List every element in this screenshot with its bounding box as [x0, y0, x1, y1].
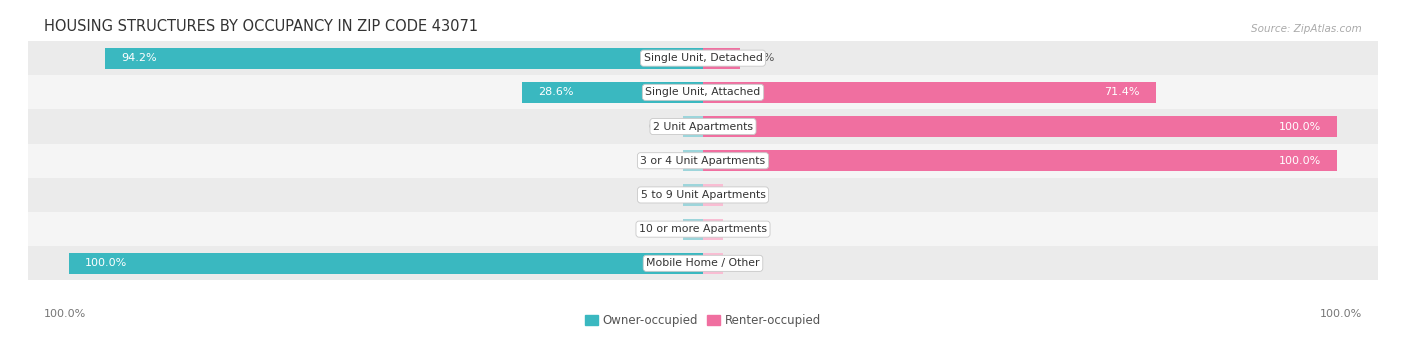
Bar — [703, 184, 723, 206]
Bar — [683, 184, 703, 206]
Bar — [28, 75, 1378, 109]
Bar — [28, 109, 1378, 144]
Text: Single Unit, Detached: Single Unit, Detached — [644, 53, 762, 63]
Text: 94.2%: 94.2% — [121, 53, 157, 63]
Text: 100.0%: 100.0% — [1279, 121, 1322, 132]
Bar — [703, 253, 723, 274]
Bar — [703, 116, 1337, 137]
Text: 0.0%: 0.0% — [648, 224, 676, 234]
Bar — [105, 48, 703, 69]
Bar — [683, 116, 703, 137]
Bar — [683, 219, 703, 240]
Bar — [683, 150, 703, 171]
Text: 3 or 4 Unit Apartments: 3 or 4 Unit Apartments — [641, 156, 765, 166]
Text: 0.0%: 0.0% — [648, 121, 676, 132]
Text: 10 or more Apartments: 10 or more Apartments — [638, 224, 768, 234]
Bar — [28, 144, 1378, 178]
Text: 100.0%: 100.0% — [84, 258, 127, 268]
Bar — [28, 41, 1378, 75]
Bar — [703, 48, 740, 69]
Text: Source: ZipAtlas.com: Source: ZipAtlas.com — [1251, 24, 1361, 34]
Bar — [28, 246, 1378, 280]
Text: 71.4%: 71.4% — [1104, 87, 1140, 97]
Bar — [28, 178, 1378, 212]
Text: Single Unit, Attached: Single Unit, Attached — [645, 87, 761, 97]
Bar — [28, 212, 1378, 246]
Bar — [522, 82, 703, 103]
Text: 100.0%: 100.0% — [45, 309, 87, 319]
Bar — [703, 82, 1156, 103]
Legend: Owner-occupied, Renter-occupied: Owner-occupied, Renter-occupied — [585, 314, 821, 327]
Text: 5.8%: 5.8% — [747, 53, 775, 63]
Text: 100.0%: 100.0% — [1279, 156, 1322, 166]
Text: 5 to 9 Unit Apartments: 5 to 9 Unit Apartments — [641, 190, 765, 200]
Bar — [703, 150, 1337, 171]
Bar — [69, 253, 703, 274]
Text: HOUSING STRUCTURES BY OCCUPANCY IN ZIP CODE 43071: HOUSING STRUCTURES BY OCCUPANCY IN ZIP C… — [45, 19, 478, 34]
Text: 28.6%: 28.6% — [537, 87, 574, 97]
Text: 0.0%: 0.0% — [648, 190, 676, 200]
Text: Mobile Home / Other: Mobile Home / Other — [647, 258, 759, 268]
Bar — [703, 219, 723, 240]
Text: 0.0%: 0.0% — [730, 190, 758, 200]
Text: 0.0%: 0.0% — [730, 258, 758, 268]
Text: 0.0%: 0.0% — [730, 224, 758, 234]
Text: 0.0%: 0.0% — [648, 156, 676, 166]
Text: 100.0%: 100.0% — [1319, 309, 1361, 319]
Text: 2 Unit Apartments: 2 Unit Apartments — [652, 121, 754, 132]
